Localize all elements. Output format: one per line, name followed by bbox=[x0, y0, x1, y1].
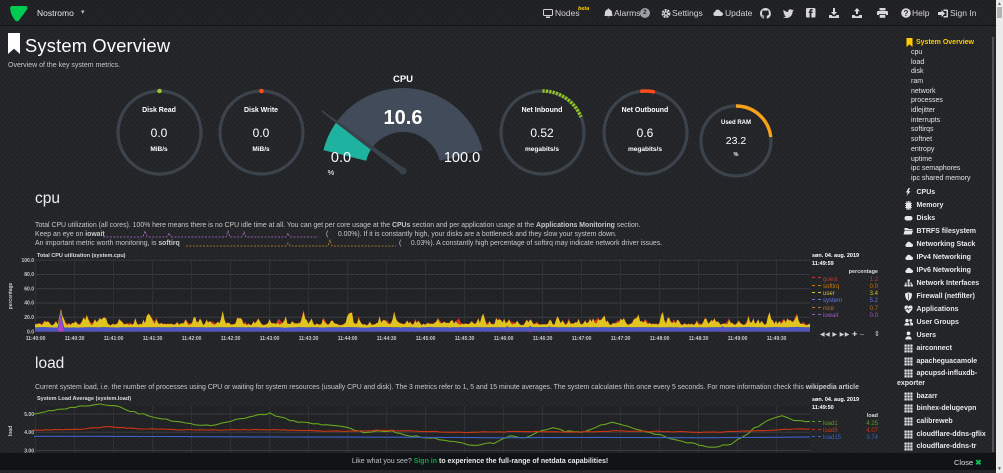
svg-text:11:43:00: 11:43:00 bbox=[260, 336, 280, 342]
svg-text:3.00: 3.00 bbox=[24, 449, 34, 455]
svg-text:11:40:30: 11:40:30 bbox=[65, 336, 85, 342]
svg-text:?: ? bbox=[904, 9, 909, 18]
svg-text:11:44:00: 11:44:00 bbox=[338, 336, 358, 342]
svg-text:20.0: 20.0 bbox=[24, 315, 34, 321]
svg-text:0.0: 0.0 bbox=[27, 329, 34, 335]
svg-text:80.0: 80.0 bbox=[24, 272, 34, 278]
svg-text:11:49:30: 11:49:30 bbox=[767, 336, 787, 342]
svg-text:11:42:00: 11:42:00 bbox=[182, 336, 202, 342]
svg-text:11:45:00: 11:45:00 bbox=[416, 336, 436, 342]
svg-text:40.0: 40.0 bbox=[24, 301, 34, 307]
svg-text:11:47:30: 11:47:30 bbox=[611, 336, 631, 342]
svg-text:11:48:00: 11:48:00 bbox=[650, 336, 670, 342]
svg-text:100.0: 100.0 bbox=[21, 258, 34, 264]
svg-text:11:42:30: 11:42:30 bbox=[221, 336, 241, 342]
svg-text:11:49:00: 11:49:00 bbox=[728, 336, 748, 342]
svg-text:percentage: percentage bbox=[8, 282, 14, 309]
svg-text:load: load bbox=[8, 426, 14, 436]
svg-text:11:41:00: 11:41:00 bbox=[104, 336, 124, 342]
svg-text:11:40:00: 11:40:00 bbox=[26, 336, 46, 342]
svg-text:4.00: 4.00 bbox=[24, 430, 34, 436]
svg-text:11:44:30: 11:44:30 bbox=[377, 336, 397, 342]
svg-text:11:46:00: 11:46:00 bbox=[494, 336, 514, 342]
svg-text:11:46:30: 11:46:30 bbox=[533, 336, 553, 342]
svg-text:60.0: 60.0 bbox=[24, 286, 34, 292]
svg-text:11:41:30: 11:41:30 bbox=[143, 336, 163, 342]
svg-text:11:47:00: 11:47:00 bbox=[572, 336, 592, 342]
svg-text:11:43:30: 11:43:30 bbox=[299, 336, 319, 342]
svg-text:11:45:30: 11:45:30 bbox=[455, 336, 475, 342]
svg-text:5.00: 5.00 bbox=[24, 412, 34, 418]
svg-text:11:48:30: 11:48:30 bbox=[689, 336, 709, 342]
